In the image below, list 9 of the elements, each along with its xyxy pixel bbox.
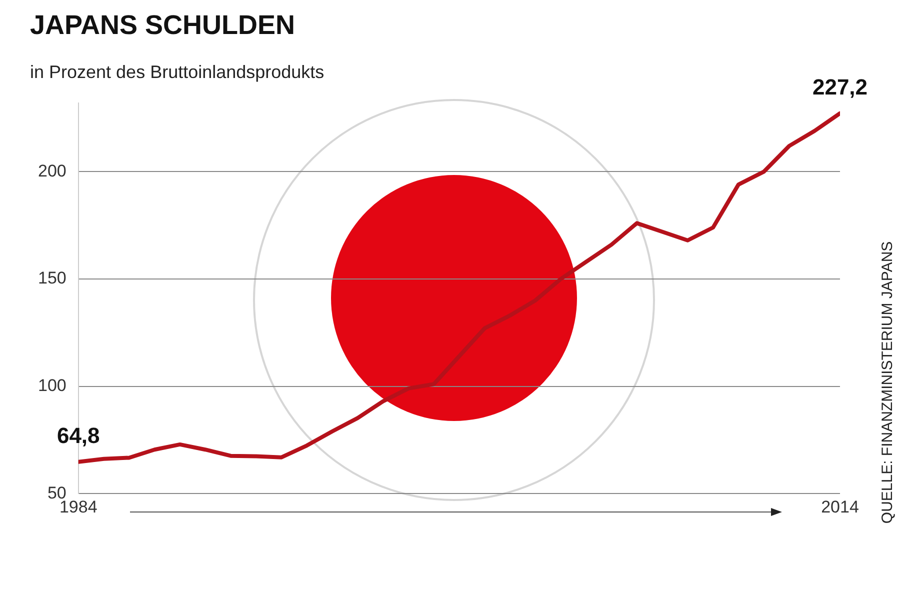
chart-subtitle: in Prozent des Bruttoinlandsprodukts	[30, 62, 324, 83]
x-tick-label: 2014	[821, 497, 859, 516]
annotation: 227,2	[812, 74, 868, 100]
y-tick-label: 150	[38, 268, 66, 288]
y-tick-label: 100	[38, 376, 66, 395]
annotation: 64,8	[56, 422, 100, 448]
y-tick-label: 200	[38, 161, 66, 180]
chart-title: JAPANS SCHULDEN	[30, 10, 296, 41]
source-note: QUELLE: FINANZMINISTERIUM JAPANS	[879, 241, 896, 524]
